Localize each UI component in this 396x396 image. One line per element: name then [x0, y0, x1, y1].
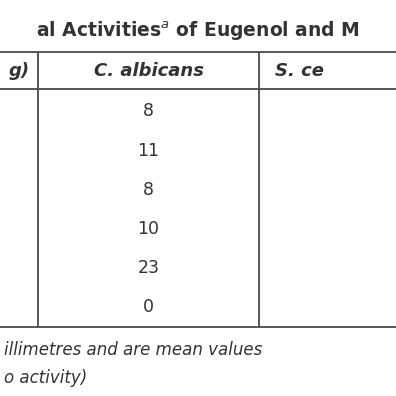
- Text: illimetres and are mean values: illimetres and are mean values: [4, 341, 262, 360]
- Text: g): g): [8, 62, 29, 80]
- Text: o activity): o activity): [4, 369, 87, 387]
- Text: 11: 11: [137, 142, 160, 160]
- Text: 0: 0: [143, 298, 154, 316]
- Text: 8: 8: [143, 181, 154, 199]
- Text: C. albicans: C. albicans: [93, 62, 204, 80]
- Text: al Activities$^a$ of Eugenol and M: al Activities$^a$ of Eugenol and M: [36, 20, 360, 44]
- Text: 23: 23: [137, 259, 160, 277]
- Text: 8: 8: [143, 103, 154, 120]
- Text: S. ce: S. ce: [275, 62, 324, 80]
- Text: 10: 10: [137, 220, 160, 238]
